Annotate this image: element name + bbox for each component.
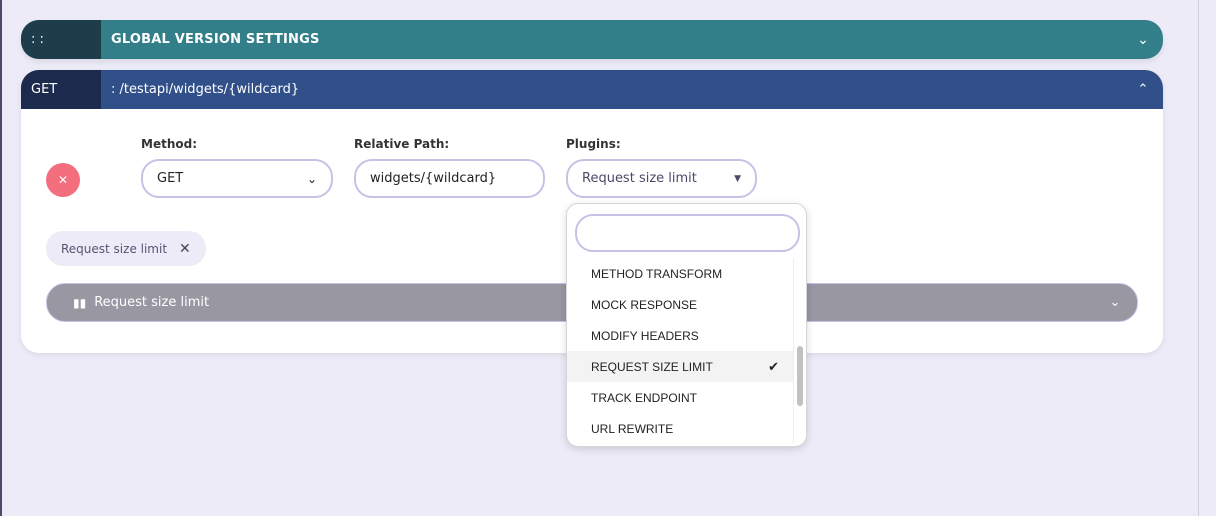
option-label: METHOD TRANSFORM	[591, 266, 723, 281]
option-modify-headers[interactable]: MODIFY HEADERS	[567, 320, 793, 351]
delete-endpoint-button[interactable]: ✕	[46, 163, 80, 197]
endpoint-path: : /testapi/widgets/{wildcard}	[111, 82, 300, 97]
method-select[interactable]: GET ⌄	[141, 159, 333, 198]
option-label: REQUEST SIZE LIMIT	[591, 359, 713, 374]
relative-path-label: Relative Path:	[354, 137, 450, 151]
scrollbar-thumb[interactable]	[797, 346, 803, 406]
remove-chip-icon[interactable]: ✕	[179, 240, 191, 257]
option-label: TRACK ENDPOINT	[591, 390, 698, 405]
chevron-up-icon[interactable]: ⌃	[1137, 82, 1149, 97]
option-method-transform[interactable]: METHOD TRANSFORM	[567, 258, 793, 289]
plugin-chip: Request size limit ✕	[46, 231, 206, 266]
chevron-down-icon[interactable]: ⌄	[1137, 31, 1149, 48]
option-mock-response[interactable]: MOCK RESPONSE	[567, 289, 793, 320]
endpoint-method: GET	[21, 70, 101, 109]
global-settings-title: GLOBAL VERSION SETTINGS	[111, 32, 320, 47]
option-track-endpoint[interactable]: TRACK ENDPOINT	[567, 382, 793, 413]
caret-down-icon: ▼	[734, 173, 741, 184]
plugins-value: Request size limit	[582, 171, 697, 186]
chevron-down-icon: ⌄	[306, 171, 317, 186]
plugin-panel-title: Request size limit	[94, 295, 210, 310]
chevron-down-icon[interactable]: ⌄	[1109, 295, 1121, 310]
window-edge	[0, 0, 2, 516]
drag-handle[interactable]: : :	[21, 20, 101, 59]
plugins-label: Plugins:	[566, 137, 621, 151]
chip-label: Request size limit	[61, 241, 168, 256]
option-label: MODIFY HEADERS	[591, 328, 699, 343]
endpoint-header[interactable]: GET : /testapi/widgets/{wildcard} ⌃	[21, 70, 1163, 109]
option-request-size-limit[interactable]: REQUEST SIZE LIMIT ✔	[567, 351, 793, 382]
plugins-options-list: METHOD TRANSFORM MOCK RESPONSE MODIFY HE…	[567, 258, 793, 444]
relative-path-input[interactable]: widgets/{wildcard}	[354, 159, 545, 198]
bar-chart-icon: ▮▮	[73, 295, 87, 310]
close-icon: ✕	[57, 173, 69, 187]
method-value: GET	[157, 171, 184, 186]
option-url-rewrite[interactable]: URL REWRITE	[567, 413, 793, 444]
relative-path-value: widgets/{wildcard}	[370, 171, 497, 186]
method-label: Method:	[141, 137, 197, 151]
scrollbar-track	[793, 258, 794, 444]
window-edge	[1198, 0, 1199, 516]
option-label: MOCK RESPONSE	[591, 297, 698, 312]
plugins-dropdown: METHOD TRANSFORM MOCK RESPONSE MODIFY HE…	[566, 203, 807, 447]
global-version-settings-bar[interactable]: : : GLOBAL VERSION SETTINGS ⌄	[21, 20, 1163, 59]
plugins-select[interactable]: Request size limit ▼	[566, 159, 757, 198]
plugins-search-input[interactable]	[575, 214, 800, 252]
checkmark-icon: ✔	[768, 358, 779, 374]
option-label: URL REWRITE	[591, 421, 674, 436]
